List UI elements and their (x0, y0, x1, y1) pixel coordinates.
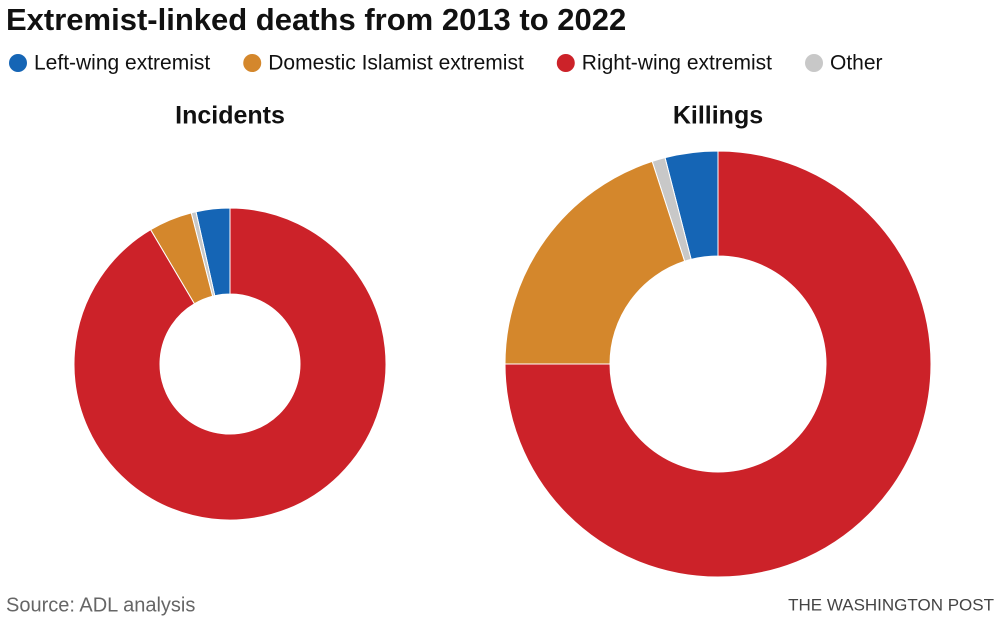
source: Source: ADL analysis (6, 594, 195, 616)
credit: THE WASHINGTON POST (788, 595, 994, 614)
legend-label: Other (830, 52, 883, 75)
pie-slice (504, 160, 686, 365)
legend-label: Domestic Islamist extremist (268, 52, 524, 75)
legend-label: Right-wing extremist (582, 52, 772, 75)
pie-title: Killings (673, 102, 763, 130)
pie-slice (73, 207, 387, 521)
legend-swatch (805, 54, 824, 72)
pie-title: Incidents (175, 102, 285, 130)
legend-swatch (9, 54, 27, 72)
chart-title: Extremist-linked deaths from 2013 to 202… (6, 2, 626, 37)
legend-swatch (556, 54, 575, 72)
legend-label: Left-wing extremist (34, 52, 210, 75)
legend-swatch (243, 54, 262, 72)
pie-slice (504, 150, 932, 578)
